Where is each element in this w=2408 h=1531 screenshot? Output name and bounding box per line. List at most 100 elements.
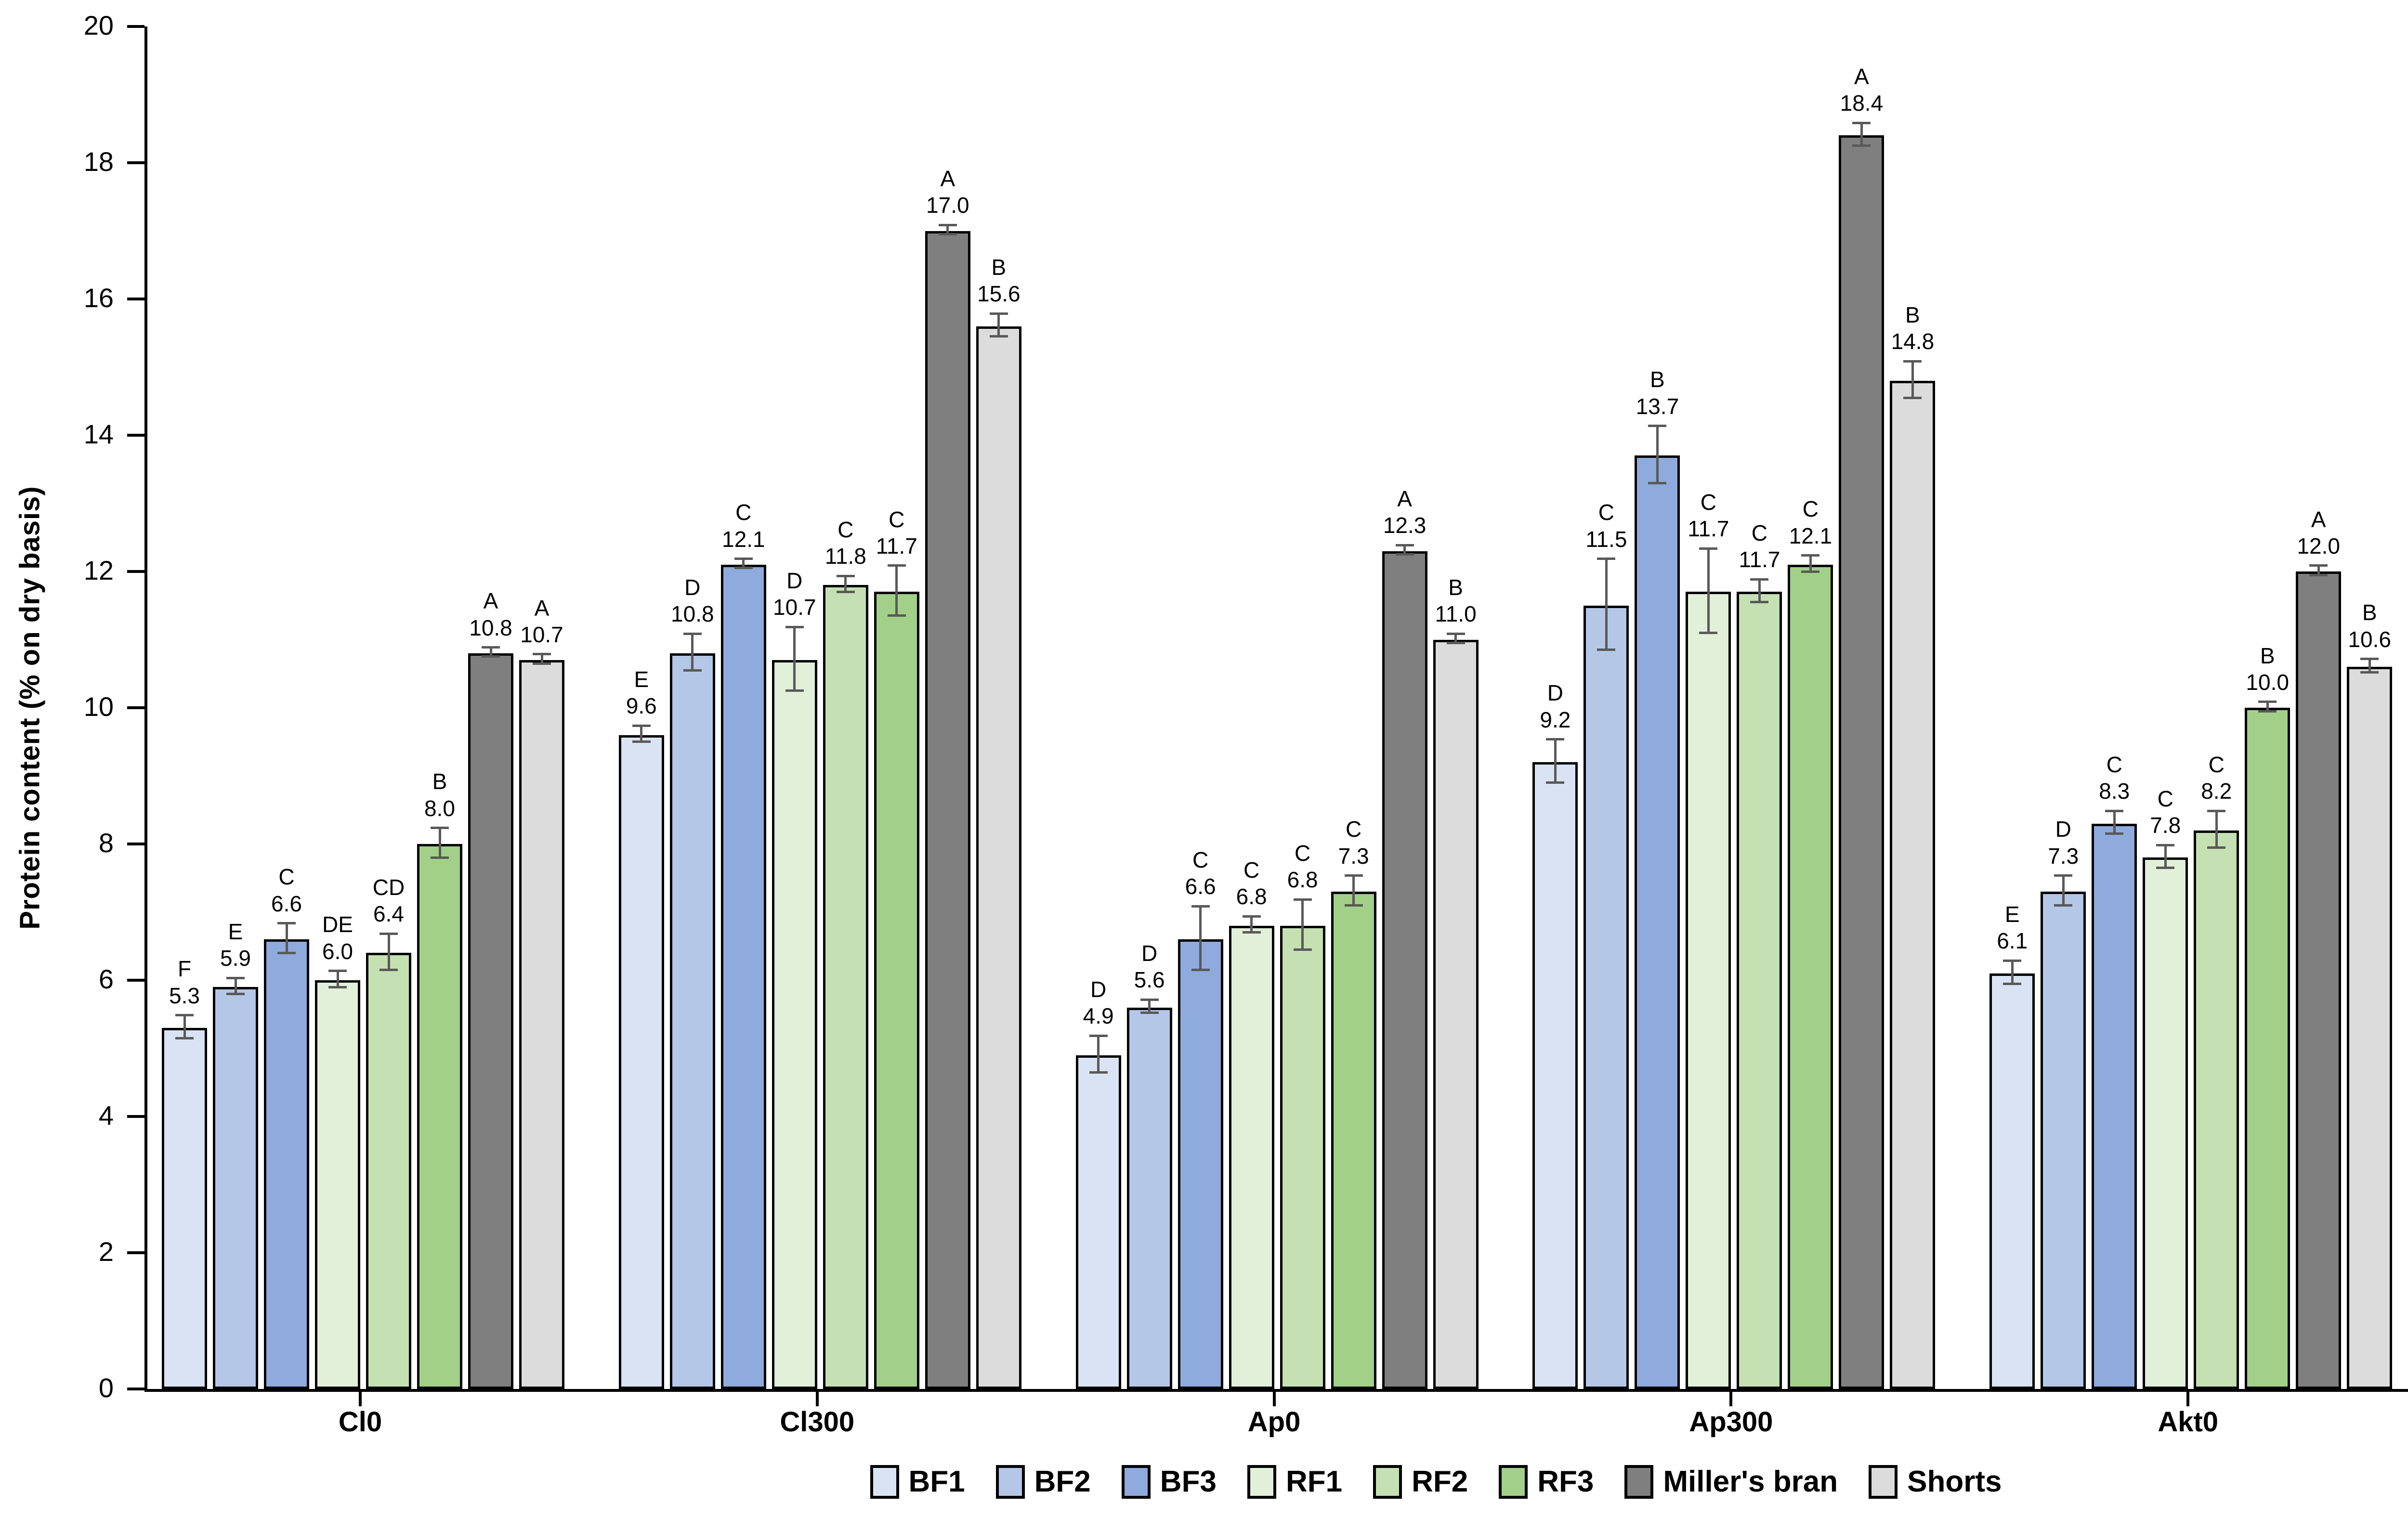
error-bar-line <box>1097 1037 1100 1071</box>
bar-label: E 5.9 <box>158 919 313 972</box>
bar-slot: A 12.0 <box>2296 507 2342 1389</box>
error-bar <box>632 724 651 743</box>
y-tick-label: 2 <box>98 1236 114 1267</box>
bar-slot: C 12.1 <box>720 500 766 1389</box>
bar <box>1331 892 1376 1389</box>
x-tick <box>1272 1392 1276 1406</box>
sig-letter: C <box>1294 840 1311 866</box>
sig-letter: C <box>2208 752 2225 777</box>
bar <box>976 326 1021 1389</box>
y-tick <box>127 843 144 845</box>
legend-label: RF1 <box>1285 1465 1343 1498</box>
bar <box>720 564 766 1389</box>
error-bar-line <box>438 829 441 856</box>
bar <box>1839 135 1885 1389</box>
bar-value: 12.1 <box>1789 523 1832 548</box>
bar-slot: B 10.0 <box>2245 643 2290 1389</box>
sig-letter: B <box>2362 600 2377 625</box>
sig-letter: C <box>1192 847 1209 873</box>
sig-letter: D <box>684 575 701 600</box>
legend-item: BF3 <box>1121 1465 1217 1499</box>
bar <box>213 987 258 1389</box>
error-bar <box>1648 425 1667 484</box>
error-bar <box>1750 578 1769 604</box>
error-bar <box>277 922 296 954</box>
legend-label: RF2 <box>1412 1465 1468 1498</box>
error-bar <box>1699 547 1718 634</box>
bar-label: C 6.6 <box>209 864 364 917</box>
bar-value: 11.7 <box>1688 516 1729 542</box>
error-bar <box>482 646 500 658</box>
bar-value: 10.7 <box>520 622 563 647</box>
legend: BF1 BF2 BF3 RF1 RF2 RF3 Miller's bran Shorts <box>0 1465 2408 1499</box>
bar-slot: C 8.3 <box>2092 752 2137 1389</box>
legend-swatch <box>995 1465 1025 1499</box>
error-bar-line <box>183 1016 186 1037</box>
bar-slot: C 6.6 <box>264 864 309 1389</box>
error-bar <box>1140 998 1159 1014</box>
bar-slot: C 11.5 <box>1584 500 1629 1389</box>
bar-label: B 11.0 <box>1379 574 1533 627</box>
bar-slot: A 10.8 <box>468 588 513 1389</box>
sig-letter: C <box>1751 520 1767 545</box>
sig-letter: D <box>786 568 803 593</box>
bar-slot: A 18.4 <box>1839 64 1885 1389</box>
bar-label: C 6.6 <box>1124 847 1278 900</box>
bar-value: 8.2 <box>2201 778 2232 804</box>
bar-label: C 8.2 <box>2139 752 2293 804</box>
bar-label: A 12.0 <box>2241 506 2395 559</box>
y-tick-label: 4 <box>98 1100 114 1130</box>
y-tick <box>127 434 144 437</box>
bar <box>366 953 411 1389</box>
bar-value: 11.8 <box>824 543 866 569</box>
bar <box>1229 925 1274 1389</box>
bar-value: 5.9 <box>220 945 251 971</box>
y-tick <box>127 1115 144 1118</box>
sig-letter: E <box>228 919 243 944</box>
bar-label: C 11.7 <box>1631 489 1785 542</box>
sig-letter: D <box>1141 940 1158 966</box>
x-tick <box>815 1392 819 1406</box>
error-bar <box>1597 558 1616 651</box>
legend-swatch <box>1499 1465 1528 1499</box>
error-bar-line <box>489 649 492 656</box>
error-bar <box>2054 874 2073 907</box>
bar <box>1433 639 1479 1389</box>
error-bar <box>1546 738 1565 784</box>
error-bar-line <box>1860 124 1863 145</box>
bar <box>162 1028 207 1389</box>
sig-letter: C <box>1345 817 1362 842</box>
y-tick <box>127 298 144 300</box>
bar-label: B 14.8 <box>1835 302 1989 355</box>
bar-slot: C 11.7 <box>1737 520 1782 1389</box>
bar-label: A 18.4 <box>1784 64 1938 117</box>
error-bar-line <box>1707 550 1710 632</box>
sig-letter: A <box>534 595 550 621</box>
bar <box>1989 973 2035 1389</box>
error-bar-line <box>1352 877 1355 904</box>
error-bar <box>1395 544 1414 556</box>
error-bar-line <box>844 577 847 591</box>
bar-value: 6.6 <box>1185 874 1216 899</box>
legend-swatch <box>1869 1465 1898 1499</box>
y-tick <box>127 570 144 573</box>
y-tick-label: 12 <box>83 555 114 585</box>
bar-group: D 9.2 C 11.5 B 13.7 C 11.7 C 11.7 C 12.1 A 18.4 B 14.8 <box>1532 64 1936 1389</box>
sig-letter: C <box>1802 496 1819 522</box>
y-tick <box>127 979 144 982</box>
error-bar <box>836 574 855 593</box>
legend-label: BF2 <box>1034 1465 1091 1498</box>
bar-slot: C 6.6 <box>1178 847 1223 1389</box>
bar-slot: A 10.7 <box>519 596 564 1389</box>
error-bar-line <box>1403 546 1406 554</box>
bar <box>2143 857 2188 1389</box>
y-tick-label: 10 <box>83 691 114 722</box>
bar-value: 12.0 <box>2297 533 2340 558</box>
bar-label: A 10.8 <box>414 588 568 641</box>
error-bar-line <box>742 560 745 567</box>
error-bar-line <box>1605 560 1608 649</box>
bar-label: C 7.8 <box>2088 786 2242 839</box>
error-bar <box>683 632 702 672</box>
bar-value: 6.6 <box>271 891 302 916</box>
bar <box>2041 892 2086 1389</box>
